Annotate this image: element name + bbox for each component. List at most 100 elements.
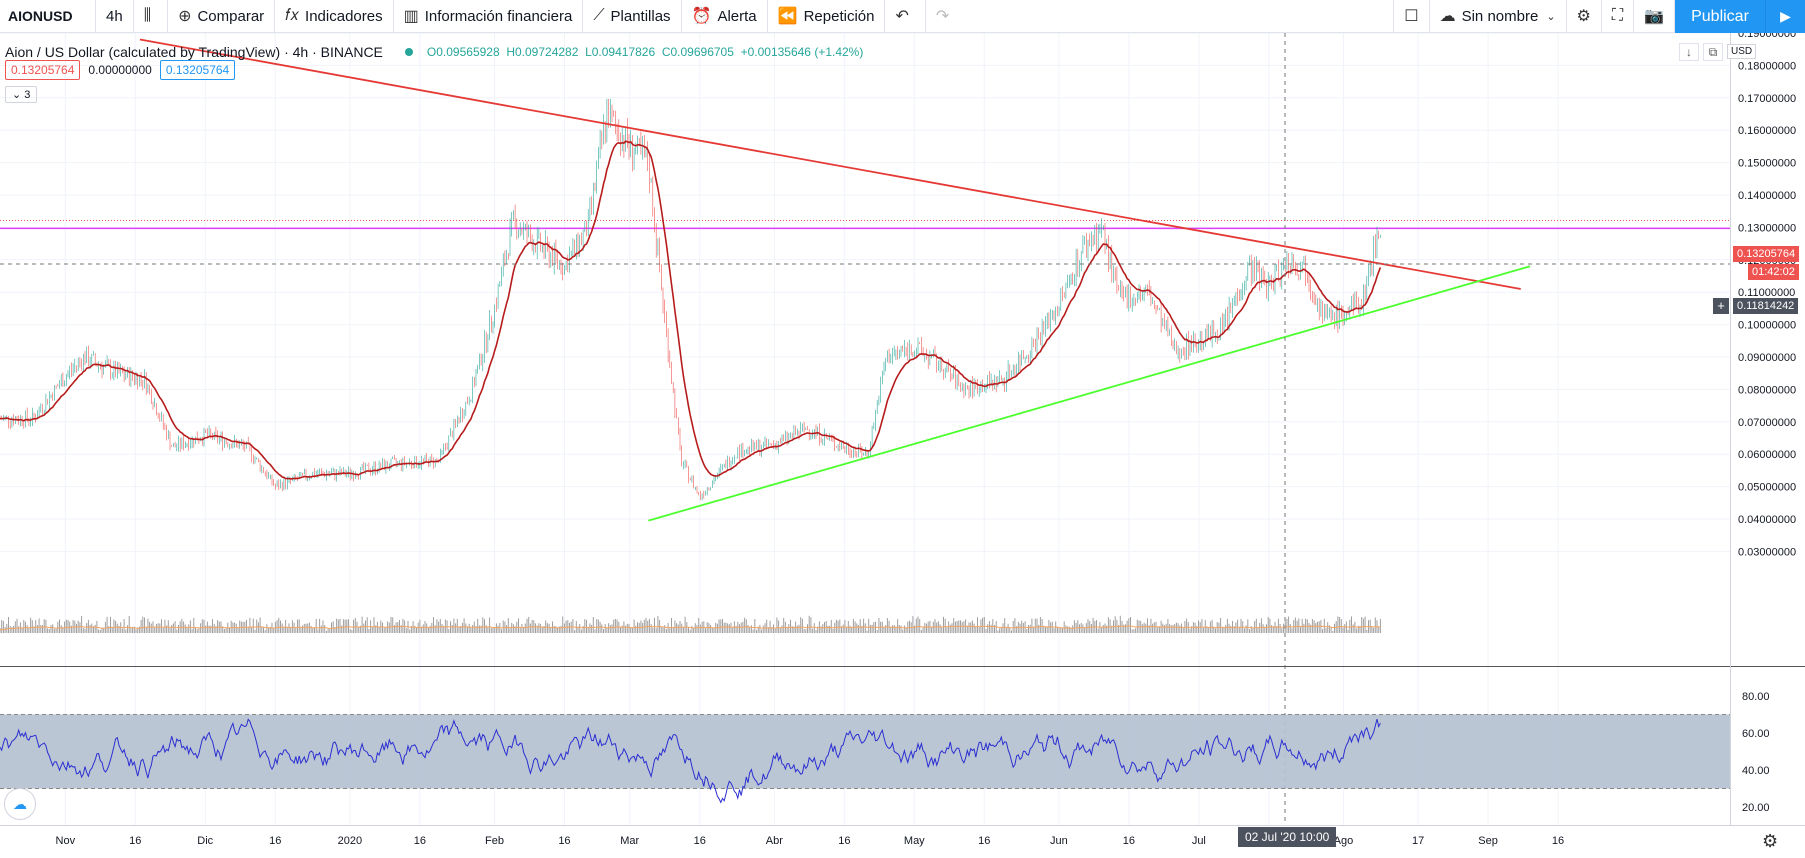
price-tick-label: 0.17000000 — [1738, 93, 1796, 105]
crosshair-price-tag: 0.11814242 — [1733, 298, 1799, 314]
price-tick-label: 0.19000000 — [1738, 33, 1796, 40]
chevron-down-icon: ⌄ — [1546, 10, 1556, 23]
price-tick-label: 0.09000000 — [1738, 352, 1796, 364]
tradingview-logo[interactable]: ☁ — [4, 788, 36, 820]
cloud-logo-icon: ☁ — [13, 795, 27, 812]
price-tick-label: 0.04000000 — [1738, 514, 1796, 526]
market-status-icon — [404, 48, 413, 56]
layout-name: Sin nombre — [1461, 7, 1539, 25]
indicator-values: 0.13205764 0.00000000 0.13205764 — [5, 60, 236, 80]
replay-button[interactable]: ⏪ Repetición — [768, 0, 886, 33]
ma-value-3[interactable]: 0.13205764 — [159, 60, 236, 80]
rsi-tick-label: 40.00 — [1742, 765, 1770, 777]
layout-name-button[interactable]: ☁ Sin nombre ⌄ — [1430, 0, 1567, 33]
rsi-tick-label: 20.00 — [1742, 802, 1770, 814]
cloud-icon: ☁ — [1439, 8, 1456, 25]
ascending-trendline[interactable] — [648, 265, 1531, 522]
alert-button[interactable]: ⏰ Alerta — [682, 0, 768, 33]
price-tick-label: 0.11000000 — [1738, 287, 1795, 299]
financials-label: Información financiera — [424, 7, 573, 25]
high-label: H — [506, 45, 515, 59]
time-tick-label: 2020 — [338, 835, 362, 847]
time-tick-label: Ago — [1334, 835, 1354, 847]
settings-button[interactable]: ⚙ — [1567, 0, 1602, 33]
time-tick-label: Jul — [1192, 835, 1206, 847]
templates-button[interactable]: ⟋ Plantillas — [583, 0, 682, 33]
plus-icon: + — [1717, 298, 1725, 313]
undo-icon: ↶ — [895, 8, 909, 25]
time-tick-label: 16 — [129, 835, 141, 847]
collapse-indicators-button[interactable]: ⌄ 3 — [5, 86, 38, 103]
time-tick-label: 16 — [978, 835, 990, 847]
indicators-button[interactable]: 𝑓𝑥 Indicadores — [275, 0, 394, 33]
play-icon: ▶ — [1780, 8, 1791, 24]
time-tick-label: 16 — [694, 835, 706, 847]
time-tick-label: 17 — [1412, 835, 1424, 847]
symbol-search[interactable]: AIONUSD — [0, 0, 96, 33]
undo-button[interactable]: ↶ — [885, 0, 926, 33]
price-axis[interactable]: 0.19000000 0.18000000 0.17000000 0.16000000… — [1738, 33, 1796, 558]
time-tick-label: 16 — [1552, 835, 1564, 847]
bar-countdown-tag: 01:42:02 — [1748, 264, 1799, 280]
fullscreen-button[interactable]: ⛶ — [1602, 0, 1635, 33]
time-axis[interactable]: Nov 16 Dic 16 2020 16 Feb 16 Mar 16 Abr 16 May 16 Jun 1… — [56, 835, 1565, 847]
financials-button[interactable]: ▥ Información financiera — [394, 0, 584, 33]
ma-value-1[interactable]: 0.13205764 — [5, 60, 81, 80]
candles-icon: ⫼ — [143, 7, 152, 24]
last-price-tag: 0.13205764 — [1733, 246, 1800, 262]
rsi-axis[interactable]: 80.00 60.00 40.00 20.00 — [1742, 691, 1770, 814]
time-tick-label: Sep — [1478, 835, 1498, 847]
time-tick-label: Jun — [1050, 835, 1068, 847]
scroll-down-button[interactable]: ↓ — [1679, 43, 1699, 61]
descending-trendline[interactable] — [139, 38, 1521, 290]
plus-circle-icon: ⊕ — [178, 8, 192, 25]
hidden-count: 3 — [24, 89, 31, 101]
price-tick-label: 0.05000000 — [1738, 482, 1796, 494]
legend-ohlc: O0.09565928 H0.09724282 L0.09417826 C0.0… — [427, 45, 863, 59]
rsi-tick-label: 80.00 — [1742, 691, 1770, 703]
crosshair-time-tag: 02 Jul '20 10:00 — [1238, 827, 1337, 847]
moving-average-line — [0, 140, 1382, 480]
window-icon: ⧉ — [1708, 44, 1718, 59]
price-tick-label: 0.03000000 — [1738, 546, 1796, 558]
close-value: 0.09696705 — [670, 45, 734, 59]
templates-icon: ⟋ — [593, 7, 605, 24]
add-alert-plus-button[interactable]: + — [1713, 298, 1729, 314]
close-label: C — [661, 45, 671, 59]
legend-title: Aion / US Dollar (calculated by TradingV… — [5, 44, 383, 60]
grid — [0, 33, 1730, 825]
chart-canvas[interactable]: 0.19000000 0.18000000 0.17000000 0.16000000… — [0, 33, 1805, 858]
rsi-line — [0, 718, 1381, 804]
low-value: 0.09417826 — [591, 45, 656, 59]
volume-ma-line — [0, 625, 1381, 631]
fullscreen-layout-button[interactable]: ☐ — [1393, 0, 1430, 33]
snapshot-button[interactable]: 📷 — [1634, 0, 1675, 33]
compare-button[interactable]: ⊕ Comparar — [168, 0, 276, 33]
compare-label: Comparar — [197, 7, 265, 25]
gear-icon: ⚙ — [1762, 831, 1779, 851]
chart-style-button[interactable]: ⫼ — [134, 0, 169, 33]
price-candles — [0, 98, 1381, 501]
square-icon: ☐ — [1404, 8, 1419, 25]
indicators-label: Indicadores — [305, 7, 383, 25]
volume-bars — [0, 615, 1381, 633]
price-tick-label: 0.07000000 — [1738, 417, 1796, 429]
publish-menu-button[interactable]: ▶ — [1765, 0, 1805, 33]
rewind-icon: ⏪ — [777, 8, 798, 25]
camera-icon: 📷 — [1644, 8, 1664, 25]
chart-legend: Aion / US Dollar (calculated by TradingV… — [5, 44, 863, 60]
publish-button[interactable]: Publicar — [1675, 0, 1765, 33]
open-value: 0.09565928 — [436, 45, 500, 59]
price-tick-label: 0.13000000 — [1738, 222, 1796, 234]
price-tick-label: 0.16000000 — [1738, 125, 1796, 137]
gear-icon: ⚙ — [1576, 8, 1591, 25]
currency-label[interactable]: USD — [1727, 44, 1757, 59]
ma-value-2: 0.00000000 — [88, 63, 152, 77]
redo-button[interactable]: ↷ — [926, 0, 965, 33]
maximize-pane-button[interactable]: ⧉ — [1703, 43, 1723, 61]
top-toolbar: AIONUSD 4h ⫼ ⊕ Comparar 𝑓𝑥 Indicadores ▥ In… — [0, 0, 1805, 33]
interval-button[interactable]: 4h — [96, 0, 134, 33]
chart-settings-gear[interactable]: ⚙ — [1762, 831, 1778, 852]
time-tick-label: May — [904, 835, 925, 847]
open-label: O — [426, 45, 437, 59]
